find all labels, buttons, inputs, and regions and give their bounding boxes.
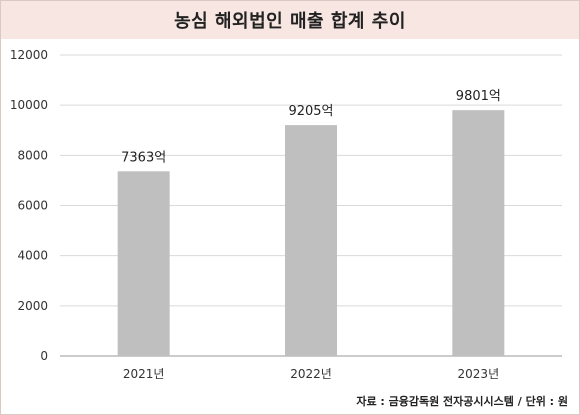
data-label: 9801억 [456, 89, 501, 104]
bar [285, 125, 337, 357]
y-tick-label: 4000 [17, 249, 48, 263]
x-tick-label: 2021년 [123, 367, 165, 381]
data-label: 7363억 [121, 150, 166, 165]
x-tick-label: 2023년 [458, 367, 500, 381]
y-tick-label: 12000 [10, 48, 48, 62]
source-note: 자료 : 금융감독원 전자공시시스템 / 단위 : 원 [356, 395, 568, 408]
y-tick-label: 6000 [17, 199, 48, 213]
y-tick-label: 8000 [17, 148, 48, 162]
x-tick-label: 2022년 [290, 367, 332, 381]
bar [452, 110, 505, 356]
y-tick-label: 2000 [17, 299, 48, 313]
bar [117, 171, 170, 356]
y-tick-label: 0 [40, 349, 48, 363]
y-tick-label: 10000 [10, 98, 48, 112]
title-bar: 농심 해외법인 매출 합계 추이 [1, 1, 579, 39]
chart-title: 농심 해외법인 매출 합계 추이 [174, 11, 406, 32]
data-label: 9205억 [288, 104, 333, 119]
